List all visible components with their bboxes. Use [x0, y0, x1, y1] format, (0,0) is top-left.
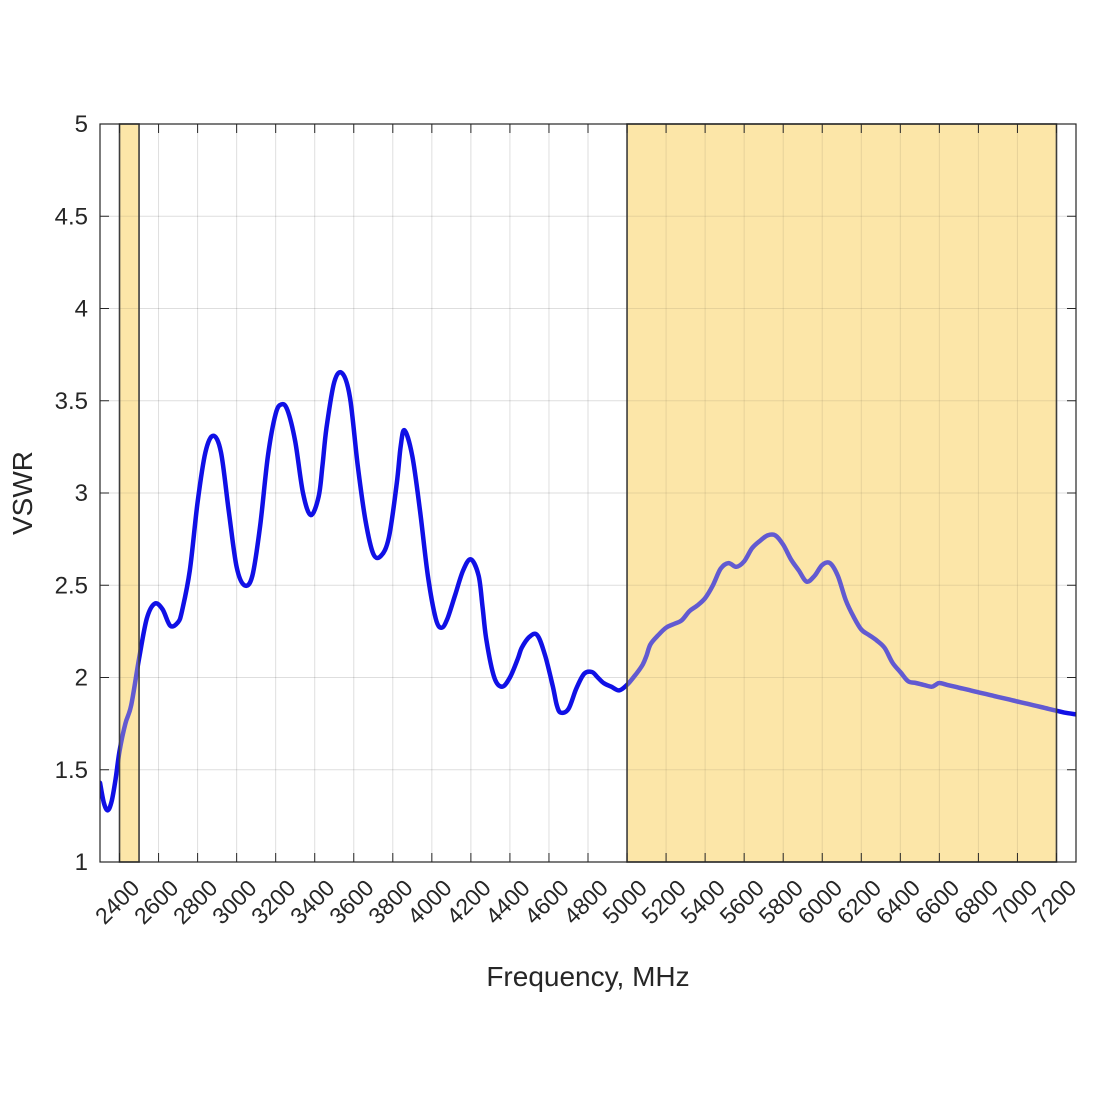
- shaded-band-tint-1: [627, 124, 1057, 862]
- x-tick-label: 3200: [246, 875, 301, 930]
- x-tick-label: 7200: [1027, 875, 1082, 930]
- x-tick-label: 4600: [519, 875, 574, 930]
- x-tick-label: 6200: [832, 875, 887, 930]
- x-tick-label: 3600: [324, 875, 379, 930]
- x-tick-label: 6400: [871, 875, 926, 930]
- x-tick-label: 3000: [207, 875, 262, 930]
- y-tick-label: 2: [75, 665, 88, 692]
- y-tick-label: 1.5: [55, 757, 88, 784]
- y-tick-label: 4: [75, 296, 88, 323]
- x-tick-label: 3400: [285, 875, 340, 930]
- x-tick-label: 5000: [597, 875, 652, 930]
- x-tick-label: 4400: [480, 875, 535, 930]
- x-tick-labels: 2400260028003000320034003600380040004200…: [90, 875, 1082, 930]
- y-tick-label: 4.5: [55, 203, 88, 230]
- x-tick-label: 4800: [558, 875, 613, 930]
- y-tick-label: 5: [75, 111, 88, 138]
- shaded-band-tint-0: [119, 124, 140, 862]
- x-tick-label: 6800: [949, 875, 1004, 930]
- shaded-bands: [119, 124, 1057, 862]
- series-layer: [100, 369, 1076, 813]
- y-tick-label: 3: [75, 480, 88, 507]
- y-tick-label: 3.5: [55, 388, 88, 415]
- x-tick-label: 2400: [90, 875, 145, 930]
- tick-marks: [100, 123, 1076, 863]
- x-tick-label: 6000: [793, 875, 848, 930]
- y-tick-label: 2.5: [55, 572, 88, 599]
- x-tick-label: 6600: [910, 875, 965, 930]
- y-tick-labels: 1 1.5 2 2.5 3 3.5 4 4.5 5: [55, 111, 88, 876]
- x-tick-label: 2800: [168, 875, 223, 930]
- series-line-0: [100, 369, 1076, 813]
- shaded-band-1: [627, 124, 1057, 862]
- x-tick-label: 4000: [402, 875, 457, 930]
- y-axis-label: VSWR: [7, 451, 38, 535]
- x-tick-label: 5200: [636, 875, 691, 930]
- x-tick-label: 5600: [715, 875, 770, 930]
- x-tick-label: 5400: [675, 875, 730, 930]
- x-tick-label: 3800: [363, 875, 418, 930]
- x-tick-label: 2600: [129, 875, 184, 930]
- y-tick-label: 1: [75, 849, 88, 876]
- x-tick-label: 4200: [441, 875, 496, 930]
- x-tick-label: 7000: [988, 875, 1043, 930]
- x-axis-label: Frequency, MHz: [486, 961, 689, 992]
- x-tick-label: 5800: [754, 875, 809, 930]
